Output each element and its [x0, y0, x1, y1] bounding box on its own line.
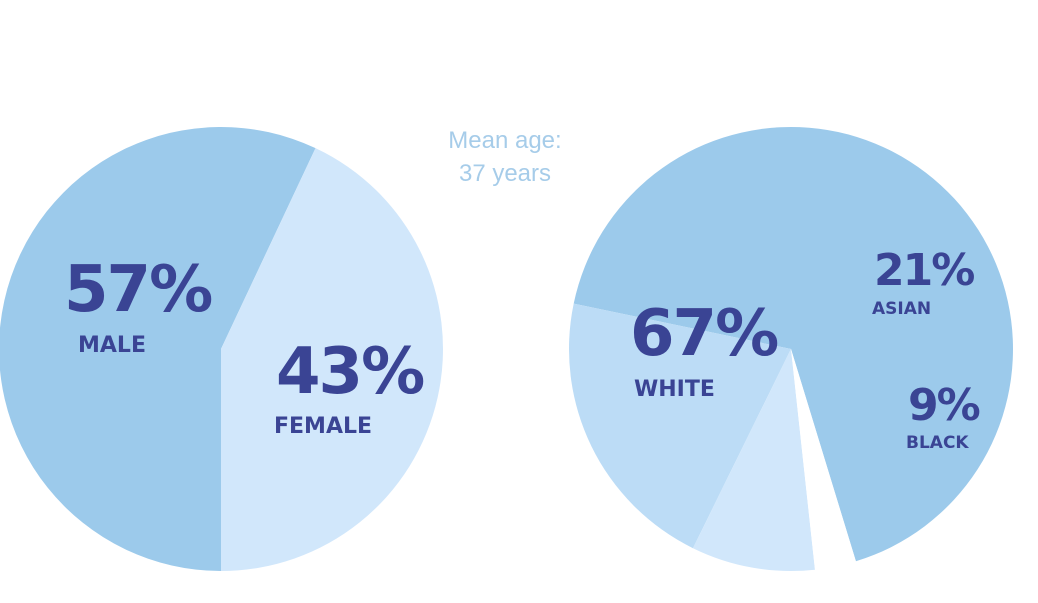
asian-category-label: ASIAN: [872, 299, 931, 319]
race-other-slice: [791, 349, 856, 570]
race-black-slice: [692, 349, 815, 571]
female-percent-label: 43%: [276, 335, 424, 409]
gender-male-slice: [0, 127, 316, 571]
gender-female-slice: [221, 148, 443, 571]
white-category-label: WHITE: [634, 377, 715, 402]
gender-pie-chart: [0, 127, 443, 571]
mean-age-label: Mean age:: [448, 127, 561, 154]
mean-age-value: 37 years: [459, 160, 551, 187]
race-white-slice: [573, 127, 1013, 562]
race-asian-slice: [568, 303, 791, 549]
race-pie-chart: [568, 127, 1013, 571]
male-percent-label: 57%: [64, 253, 212, 327]
black-category-label: BLACK: [906, 433, 969, 453]
female-category-label: FEMALE: [274, 414, 372, 439]
asian-percent-label: 21%: [874, 245, 974, 296]
white-percent-label: 67%: [630, 297, 778, 371]
black-percent-label: 9%: [908, 380, 980, 431]
male-category-label: MALE: [78, 333, 146, 358]
